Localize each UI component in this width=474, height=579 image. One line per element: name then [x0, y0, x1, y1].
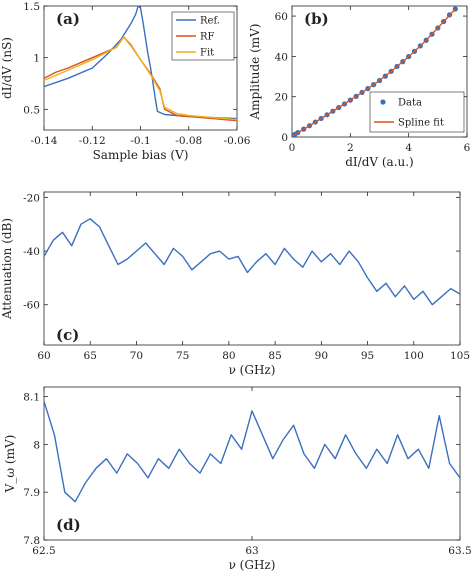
y-tick-label: 1 — [33, 53, 40, 65]
x-tick-label: 85 — [268, 350, 281, 362]
panel-label: (a) — [56, 10, 80, 28]
y-tick-label: 1.5 — [23, 1, 40, 13]
legend-entry: Spline fit — [398, 118, 444, 129]
x-tick-label: 75 — [176, 350, 189, 362]
x-tick-label: -0.1 — [130, 135, 150, 147]
series-line — [44, 36, 237, 121]
series-line — [44, 218, 460, 306]
x-tick-label: 6 — [464, 142, 471, 154]
x-tick-label: 105 — [450, 350, 470, 362]
x-tick-label: -0.14 — [31, 135, 58, 147]
y-tick-label: 7.9 — [23, 487, 40, 499]
x-tick-label: 90 — [315, 350, 328, 362]
y-tick-label: 8 — [33, 439, 40, 451]
x-tick-label: 60 — [37, 350, 50, 362]
legend-box — [369, 91, 465, 133]
y-axis-label: V_ω (mV) — [3, 435, 17, 494]
panel-label: (b) — [304, 10, 329, 28]
series-line — [292, 8, 456, 137]
y-tick-label: -20 — [23, 192, 40, 204]
x-tick-label: 100 — [404, 350, 424, 362]
x-axis-label: ν (GHz) — [229, 558, 276, 572]
y-tick-label: 7.8 — [23, 535, 40, 547]
panel-label: (c) — [56, 326, 79, 344]
panel-c-chart: 60 65 70 75 80 85 90 95 100 105 -60 -40 -20 ν (GHz) At… — [0, 191, 470, 377]
y-tick-label: 40 — [275, 51, 288, 63]
y-axis-label: Attenuation (dB) — [0, 218, 14, 320]
panel-d-chart: 62.5 63 63.5 7.8 7.9 8 8.1 ν (GHz) V_ω (mV) (d) — [3, 386, 472, 572]
x-tick-label: 2 — [347, 142, 354, 154]
legend-entry: Fit — [200, 48, 214, 59]
y-tick-label: -40 — [23, 246, 40, 258]
y-axis-label: Amplitude (mV) — [248, 24, 262, 121]
y-tick-label: 8.1 — [23, 392, 40, 404]
x-tick-label: 4 — [405, 142, 412, 154]
y-tick-label: 0.5 — [23, 104, 40, 116]
y-axis-label: dI/dV (nS) — [0, 37, 14, 99]
x-tick-label: -0.06 — [224, 135, 251, 147]
x-tick-label: -0.12 — [79, 135, 106, 147]
x-tick-label: 80 — [222, 350, 235, 362]
y-tick-label: -60 — [23, 300, 40, 312]
plot-frame — [43, 386, 461, 541]
x-axis-label: Sample bias (V) — [93, 148, 189, 162]
plot-frame — [291, 5, 468, 138]
x-tick-label: 70 — [130, 350, 143, 362]
x-tick-label: 63 — [245, 545, 258, 557]
x-tick-label: 95 — [361, 350, 374, 362]
y-tick-label: 20 — [275, 92, 288, 104]
x-tick-label: 0 — [289, 142, 296, 154]
y-tick-label: 60 — [275, 11, 288, 23]
panel-a-chart: -0.14 -0.12 -0.1 -0.08 -0.06 0.5 1 1.5 Sample bi… — [0, 1, 251, 162]
legend-entry: Ref. — [200, 16, 220, 27]
y-tick-label: 0 — [281, 132, 288, 144]
series-line — [44, 401, 460, 503]
legend-entry: RF — [200, 32, 215, 43]
x-axis-label: dI/dV (a.u.) — [345, 155, 414, 169]
x-tick-label: -0.08 — [175, 135, 202, 147]
x-axis-label: ν (GHz) — [229, 363, 276, 377]
x-tick-label: 62.5 — [32, 545, 55, 557]
legend-marker — [380, 99, 386, 105]
x-tick-label: 65 — [84, 350, 97, 362]
plot-frame — [43, 191, 461, 346]
panel-label: (d) — [56, 516, 81, 534]
legend-entry: Data — [398, 98, 422, 109]
x-tick-label: 63.5 — [448, 545, 471, 557]
